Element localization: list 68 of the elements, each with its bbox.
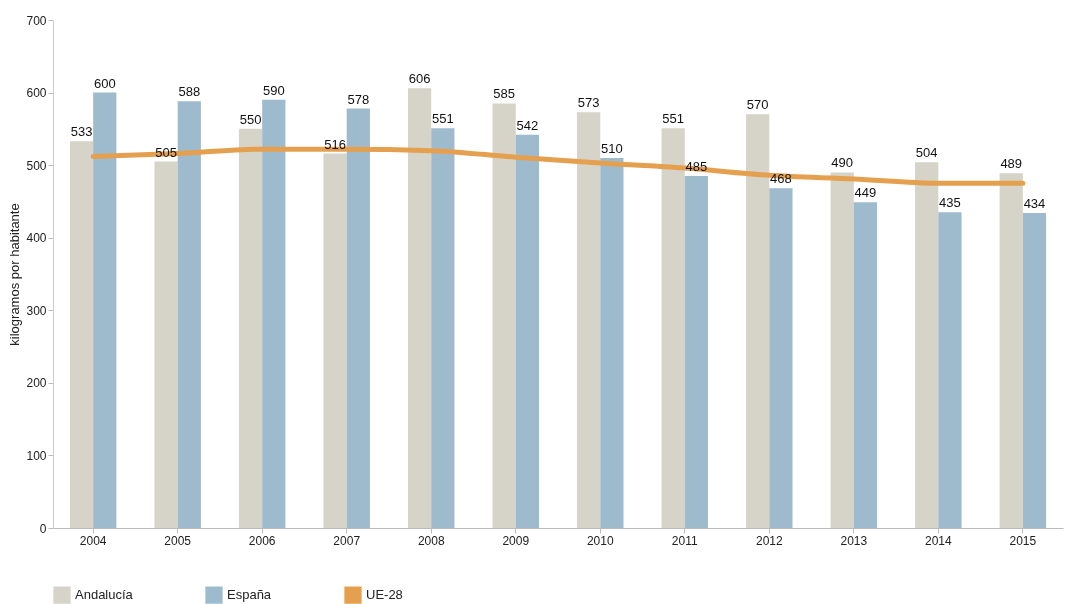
data-label: 585: [493, 86, 515, 102]
y-tick-label: 600: [26, 86, 47, 101]
y-tick-label: 500: [26, 158, 47, 173]
bar: [999, 173, 1023, 528]
bar: [684, 176, 709, 528]
data-label: 551: [662, 111, 685, 127]
bar: [515, 134, 539, 528]
bar: [177, 101, 201, 528]
bar: [431, 128, 455, 528]
data-label: 489: [1000, 156, 1023, 172]
x-tick-label: 2007: [333, 533, 361, 548]
bar: [323, 153, 347, 528]
x-tick-label: 2014: [924, 533, 952, 548]
x-tick-label: 2005: [164, 533, 192, 548]
bar: [407, 88, 432, 528]
x-tick-label: 2015: [1009, 533, 1037, 548]
x-tick-label: 2011: [671, 533, 698, 548]
y-axis-title: kilogramos por habitante: [7, 203, 23, 346]
data-label: 573: [577, 95, 600, 111]
bar: [938, 212, 962, 528]
legend-label: UE-28: [366, 587, 403, 603]
data-label: 570: [746, 97, 769, 113]
bar: [1022, 213, 1047, 528]
bar: [69, 141, 94, 528]
x-tick-label: 2004: [79, 533, 107, 548]
data-label: 590: [262, 82, 285, 98]
y-tick-label: 300: [26, 303, 47, 318]
x-tick-label: 2008: [417, 533, 445, 548]
data-label: 578: [347, 91, 370, 107]
data-label: 542: [516, 117, 539, 133]
data-label: 550: [239, 111, 262, 127]
bar: [600, 157, 624, 528]
bar: [93, 92, 117, 528]
bar: [346, 108, 370, 528]
data-label: 435: [939, 195, 961, 211]
bar: [154, 161, 178, 528]
x-tick-label: 2010: [586, 533, 614, 548]
bar: [661, 128, 685, 528]
y-tick-label: 700: [26, 13, 47, 28]
data-label: 449: [854, 185, 877, 201]
data-label: 490: [831, 155, 854, 171]
bar: [915, 162, 939, 528]
x-tick-label: 2013: [840, 533, 868, 548]
y-tick-label: 200: [26, 376, 47, 391]
data-label: 588: [178, 84, 201, 100]
bar: [262, 99, 286, 528]
bar: [577, 112, 601, 528]
bar: [830, 172, 854, 528]
y-tick-label: 400: [26, 231, 47, 246]
legend-label: Andalucía: [75, 587, 134, 603]
y-tick-label: 0: [39, 521, 47, 536]
bar: [769, 188, 793, 528]
bar: [746, 114, 770, 528]
y-tick-label: 100: [26, 448, 47, 463]
data-label: 510: [601, 140, 623, 156]
data-label: 504: [915, 145, 938, 161]
data-label: 533: [70, 124, 93, 140]
x-tick-label: 2006: [248, 533, 276, 548]
legend-label: España: [227, 587, 272, 603]
x-tick-label: 2012: [755, 533, 783, 548]
data-label: 434: [1023, 196, 1046, 212]
data-label: 551: [431, 111, 454, 127]
data-label: 606: [408, 71, 431, 87]
bar: [238, 128, 263, 528]
x-tick-label: 2009: [502, 533, 530, 548]
bar: [492, 103, 516, 528]
bar: [853, 202, 878, 528]
data-label: 600: [93, 75, 116, 91]
